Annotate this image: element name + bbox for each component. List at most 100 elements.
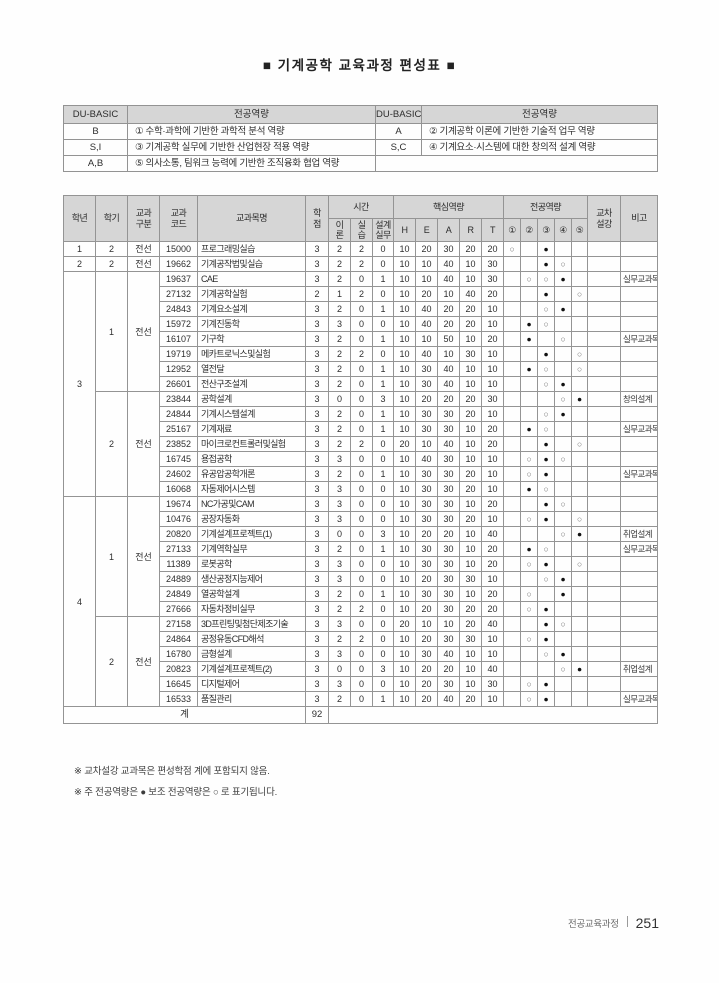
col-major-4: ④ (554, 218, 573, 242)
cell-heart-a: 20 (437, 316, 461, 332)
cell-note (620, 481, 659, 497)
cell-heart-a: 30 (437, 451, 461, 467)
col-h: H (393, 218, 417, 242)
cell-major-competency-3: ○ (537, 301, 556, 317)
cell-heart-e: 10 (415, 256, 439, 272)
cell-heart-r: 20 (459, 601, 483, 617)
cell-design-hours: 0 (371, 646, 395, 662)
cell-major-competency-4 (554, 676, 573, 692)
course-row: 2 전선 27158 3D프린팅및첨단제조기술 3 3 0 0 20 10 10 20 40 ● ○ (64, 616, 659, 707)
cell-credits: 3 (305, 301, 329, 317)
cell-major-competency-3: ○ (537, 406, 556, 422)
cell-course-name: 생산공정지능제어 (197, 571, 306, 587)
cell-heart-h: 10 (393, 601, 417, 617)
cell-heart-e: 10 (415, 616, 439, 632)
cell-heart-a: 30 (437, 241, 461, 257)
cell-heart-a: 20 (437, 526, 461, 542)
competency-description: ② 기계공학 이론에 기반한 기술적 업무 역량 (421, 123, 658, 140)
cell-note (620, 496, 659, 512)
cell-heart-h: 10 (393, 346, 417, 362)
cell-heart-e: 10 (415, 271, 439, 287)
cell-practice-hours: 0 (350, 331, 373, 347)
cell-theory-hours: 2 (328, 466, 351, 482)
cell-credits: 3 (305, 571, 329, 587)
cell-major-competency-2: ○ (520, 631, 539, 647)
cell-major-competency-2: ● (520, 316, 539, 332)
cell-credits: 3 (305, 526, 329, 542)
cell-major-competency-3: ○ (537, 361, 556, 377)
cell-major-competency-5 (571, 586, 589, 602)
course-row: 16107 기구학 3 2 0 1 10 10 50 10 20 ● ○ 실무교과목 (64, 331, 659, 347)
cell-heart-t: 20 (481, 421, 505, 437)
cell-major-competency-4 (554, 556, 573, 572)
cell-cross-listing (587, 361, 622, 377)
cell-cross-listing (587, 256, 622, 272)
curriculum-table: 학년 학기 교과 구분 교과 코드 교과목명 학 점 시간 핵심역량 전공역량 … (63, 195, 659, 724)
cell-major-competency-1 (503, 316, 522, 332)
cell-practice-hours: 0 (350, 556, 373, 572)
cell-cross-listing (587, 331, 622, 347)
cell-note: 취업설계 (620, 661, 659, 677)
cell-design-hours: 0 (371, 316, 395, 332)
cell-heart-e: 20 (415, 571, 439, 587)
col-code: 교과 코드 (159, 195, 198, 242)
cell-major-competency-5 (571, 466, 589, 482)
cell-major-competency-3: ○ (537, 376, 556, 392)
footnotes: ※ 교차설강 교과목은 편성학점 계에 포함되지 않음. ※ 주 전공역량은 ●… (74, 761, 277, 803)
course-row: 24889 생산공정지능제어 3 3 0 0 10 20 30 30 10 ○ ● (64, 571, 659, 587)
cell-major-competency-4: ● (554, 571, 573, 587)
col-semester: 학기 (95, 195, 128, 242)
footer-divider (626, 915, 628, 927)
cell-note (620, 571, 659, 587)
cell-course-name: 프로그래밍실습 (197, 241, 306, 257)
cell-cross-listing (587, 271, 622, 287)
cell-semester: 2 (95, 391, 128, 497)
cell-cross-listing (587, 451, 622, 467)
cell-course-code: 24889 (159, 571, 198, 587)
cell-credits: 3 (305, 421, 329, 437)
cell-heart-t: 20 (481, 286, 505, 302)
cell-credits: 3 (305, 646, 329, 662)
cell-heart-e: 40 (415, 301, 439, 317)
col-major-5: ⑤ (571, 218, 589, 242)
cell-heart-r: 30 (459, 571, 483, 587)
cell-cross-listing (587, 241, 622, 257)
cell-note (620, 436, 659, 452)
col-r: R (459, 218, 483, 242)
cell-course-code: 20820 (159, 526, 198, 542)
cell-note (620, 511, 659, 527)
cell-course-code: 19662 (159, 256, 198, 272)
cell-heart-h: 20 (393, 616, 417, 632)
cell-heart-t: 20 (481, 241, 505, 257)
cell-credits: 3 (305, 481, 329, 497)
cell-heart-e: 30 (415, 481, 439, 497)
cell-credits: 3 (305, 316, 329, 332)
cell-course-code: 20823 (159, 661, 198, 677)
cell-heart-h: 10 (393, 691, 417, 707)
cell-note (620, 586, 659, 602)
cell-credits: 3 (305, 466, 329, 482)
cell-course-code: 16645 (159, 676, 198, 692)
course-row: 10476 공장자동화 3 3 0 0 10 30 30 20 10 ○ ● ○ (64, 511, 659, 527)
cell-design-hours: 0 (371, 631, 395, 647)
cell-course-name: 3D프린팅및첨단제조기술 (197, 616, 306, 632)
col-e: E (415, 218, 439, 242)
cell-heart-e: 40 (415, 451, 439, 467)
cell-heart-t: 10 (481, 691, 505, 707)
cell-course-code: 25167 (159, 421, 198, 437)
cell-major-competency-3: ● (537, 496, 556, 512)
cell-course-name: 기계진동학 (197, 316, 306, 332)
cell-semester: 2 (95, 616, 128, 707)
total-credits: 92 (305, 706, 329, 724)
cell-practice-hours: 2 (350, 601, 373, 617)
cell-design-hours: 1 (371, 421, 395, 437)
cell-course-name: 메카트로닉스및실험 (197, 346, 306, 362)
cell-major-competency-2: ○ (520, 271, 539, 287)
cell-credits: 3 (305, 616, 329, 632)
cell-theory-hours: 2 (328, 361, 351, 377)
cell-course-name: NC가공및CAM (197, 496, 306, 512)
cell-major-competency-3: ● (537, 286, 556, 302)
course-row: 24602 유공압공학개론 3 2 0 1 10 30 30 20 10 ○ ● 실무교과목 (64, 466, 659, 482)
cell-credits: 3 (305, 346, 329, 362)
